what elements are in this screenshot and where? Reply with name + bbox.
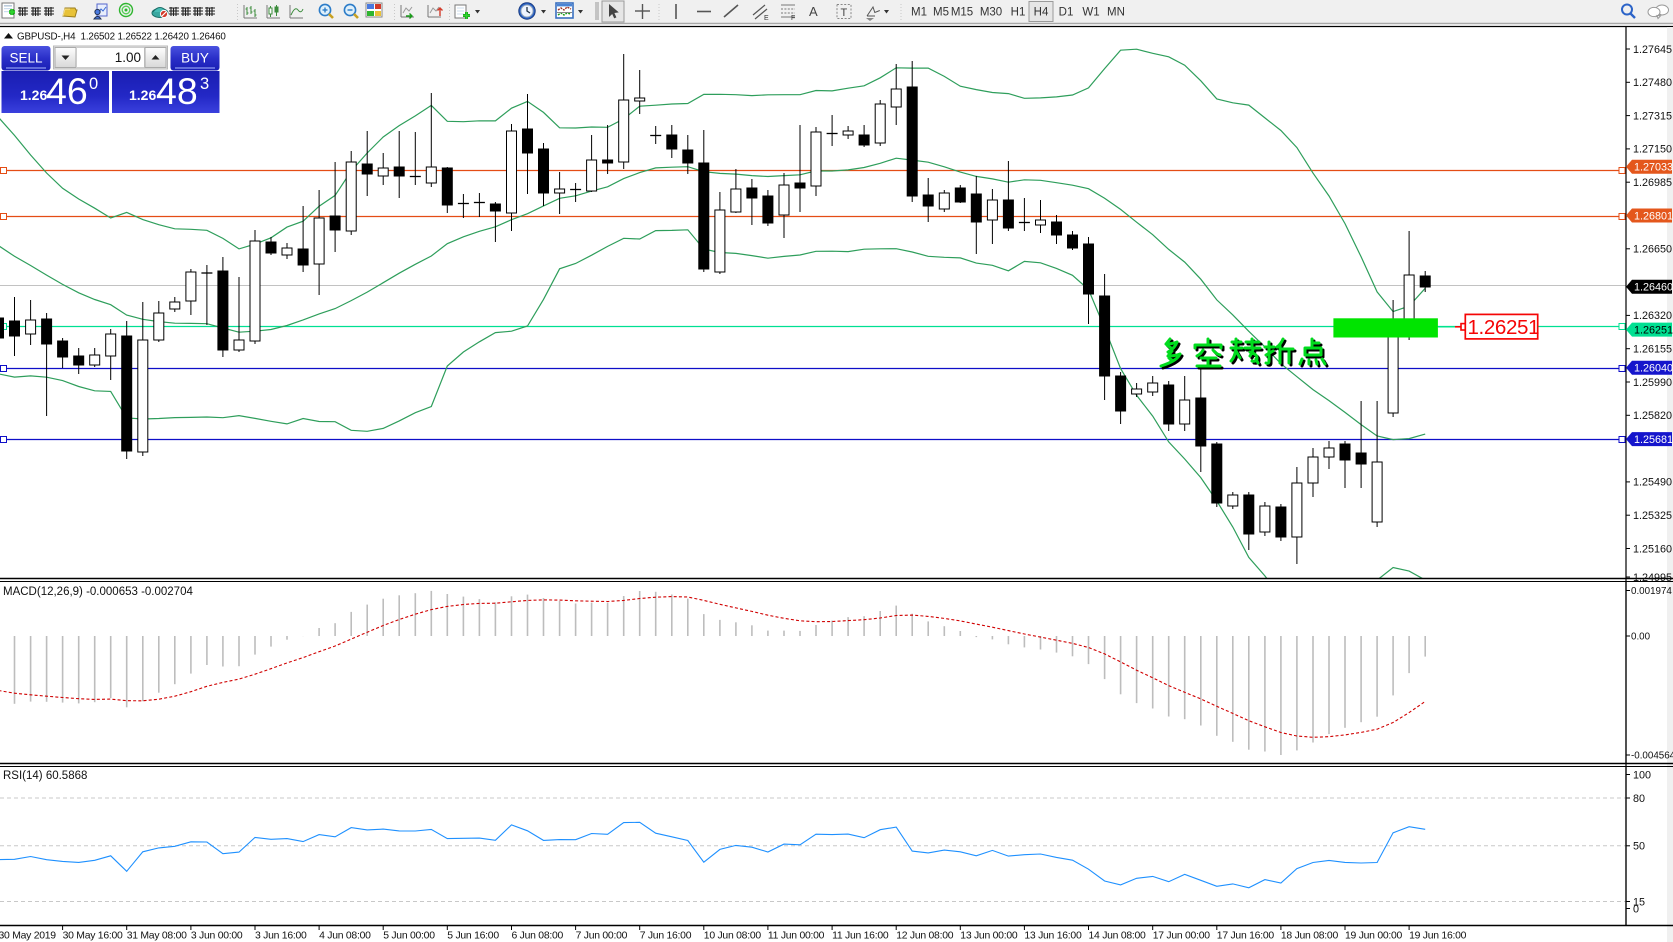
svg-text:19 Jun 00:00: 19 Jun 00:00 (1345, 931, 1403, 942)
svg-text:GBPUSD-,H4 1.26502 1.26522 1.: GBPUSD-,H4 1.26502 1.26522 1.26420 1.264… (17, 32, 226, 43)
svg-text:31 May 08:00: 31 May 08:00 (127, 931, 187, 942)
svg-text:30 May 2019: 30 May 2019 (0, 931, 56, 942)
svg-text:5 Jun 00:00: 5 Jun 00:00 (383, 931, 435, 942)
svg-text:17 Jun 00:00: 17 Jun 00:00 (1153, 931, 1211, 942)
svg-text:0.001974: 0.001974 (1631, 586, 1672, 597)
svg-text:1.26801: 1.26801 (1634, 210, 1673, 222)
svg-text:1.27033: 1.27033 (1634, 162, 1673, 174)
svg-text:13 Jun 00:00: 13 Jun 00:00 (960, 931, 1018, 942)
svg-text:3 Jun 16:00: 3 Jun 16:00 (255, 931, 307, 942)
svg-text:1.25160: 1.25160 (1633, 543, 1672, 555)
svg-text:1.27315: 1.27315 (1633, 110, 1672, 122)
svg-text:1.25490: 1.25490 (1633, 477, 1672, 489)
svg-text:19 Jun 16:00: 19 Jun 16:00 (1409, 931, 1467, 942)
svg-text:M15: M15 (951, 7, 973, 19)
svg-text:7 Jun 16:00: 7 Jun 16:00 (640, 931, 692, 942)
svg-text:M5: M5 (933, 7, 949, 19)
svg-text:1.26985: 1.26985 (1633, 177, 1672, 189)
svg-text:50: 50 (1633, 841, 1645, 853)
svg-text:7 Jun 00:00: 7 Jun 00:00 (576, 931, 628, 942)
svg-text:1.26320: 1.26320 (1633, 310, 1672, 322)
svg-text:1.25681: 1.25681 (1634, 434, 1673, 446)
svg-text:15: 15 (1633, 896, 1645, 908)
svg-text:46: 46 (46, 70, 88, 112)
svg-text:1.27645: 1.27645 (1633, 44, 1672, 56)
svg-text:M1: M1 (911, 7, 927, 19)
svg-text:1.24995: 1.24995 (1633, 572, 1672, 584)
svg-text:13 Jun 16:00: 13 Jun 16:00 (1024, 931, 1082, 942)
svg-text:-0.004564: -0.004564 (1631, 751, 1673, 762)
svg-text:T: T (841, 7, 848, 19)
svg-text:3 Jun 00:00: 3 Jun 00:00 (191, 931, 243, 942)
svg-text:1.27150: 1.27150 (1633, 144, 1672, 156)
svg-text:48: 48 (156, 70, 198, 112)
svg-text:W1: W1 (1082, 7, 1099, 19)
svg-text:D1: D1 (1059, 7, 1074, 19)
svg-text:1.25820: 1.25820 (1633, 410, 1672, 422)
svg-text:H4: H4 (1034, 7, 1049, 19)
svg-text:11 Jun 00:00: 11 Jun 00:00 (768, 931, 825, 942)
svg-text:0.00: 0.00 (1631, 632, 1651, 643)
svg-text:0: 0 (1633, 903, 1639, 915)
svg-text:1.27480: 1.27480 (1633, 77, 1672, 89)
svg-text:4 Jun 08:00: 4 Jun 08:00 (319, 931, 371, 942)
svg-text:17 Jun 16:00: 17 Jun 16:00 (1217, 931, 1275, 942)
svg-text:BUY: BUY (181, 51, 209, 66)
svg-text:1.00: 1.00 (115, 50, 141, 65)
svg-text:6 Jun 08:00: 6 Jun 08:00 (512, 931, 564, 942)
svg-text:F: F (791, 15, 795, 22)
svg-text:1.25325: 1.25325 (1633, 510, 1672, 522)
svg-text:0: 0 (89, 75, 98, 93)
svg-text:1.26: 1.26 (129, 87, 156, 103)
svg-text:1.26: 1.26 (20, 87, 47, 103)
svg-text:100: 100 (1633, 769, 1651, 781)
svg-text:30 May 16:00: 30 May 16:00 (63, 931, 123, 942)
svg-text:12 Jun 08:00: 12 Jun 08:00 (896, 931, 954, 942)
svg-text:1.25990: 1.25990 (1633, 377, 1672, 389)
svg-text:11 Jun 16:00: 11 Jun 16:00 (832, 931, 889, 942)
svg-text:18 Jun 08:00: 18 Jun 08:00 (1281, 931, 1339, 942)
svg-text:MN: MN (1107, 7, 1125, 19)
svg-text:80: 80 (1633, 793, 1645, 805)
svg-text:E: E (764, 15, 769, 22)
svg-text:14 Jun 08:00: 14 Jun 08:00 (1089, 931, 1147, 942)
svg-text:3: 3 (200, 75, 209, 93)
svg-text:M30: M30 (980, 7, 1002, 19)
svg-text:A: A (809, 4, 818, 19)
svg-text:5 Jun 16:00: 5 Jun 16:00 (447, 931, 499, 942)
svg-text:MACD(12,26,9) -0.000653 -0.002: MACD(12,26,9) -0.000653 -0.002704 (3, 586, 193, 598)
svg-text:1.26040: 1.26040 (1634, 363, 1673, 375)
svg-text:RSI(14) 60.5868: RSI(14) 60.5868 (3, 770, 87, 782)
svg-text:10 Jun 08:00: 10 Jun 08:00 (704, 931, 762, 942)
svg-text:SELL: SELL (9, 51, 43, 66)
svg-text:1.26251: 1.26251 (1634, 324, 1673, 336)
svg-text:1.26460: 1.26460 (1634, 282, 1673, 294)
svg-text:1.26251: 1.26251 (1468, 316, 1540, 339)
svg-text:H1: H1 (1011, 7, 1026, 19)
svg-text:1.26155: 1.26155 (1633, 344, 1672, 356)
svg-text:1.26650: 1.26650 (1633, 244, 1672, 256)
